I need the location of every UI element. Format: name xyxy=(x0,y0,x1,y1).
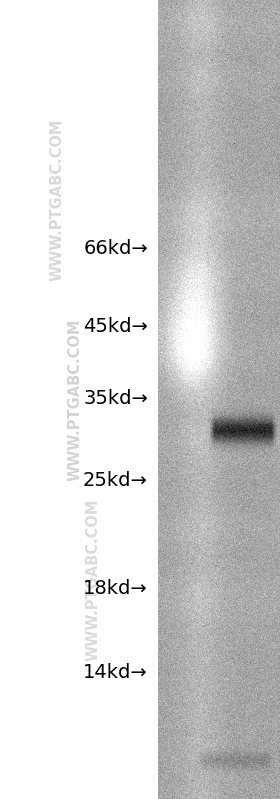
Text: WWW.PTGABC.COM: WWW.PTGABC.COM xyxy=(50,119,64,281)
Text: 14kd→: 14kd→ xyxy=(83,662,148,682)
Text: 18kd→: 18kd→ xyxy=(83,578,148,598)
Text: 25kd→: 25kd→ xyxy=(83,471,148,490)
Text: 66kd→: 66kd→ xyxy=(83,238,148,257)
Text: WWW.PTGABC.COM: WWW.PTGABC.COM xyxy=(85,499,101,662)
Bar xyxy=(0,0,158,799)
Text: 45kd→: 45kd→ xyxy=(83,316,148,336)
Text: 35kd→: 35kd→ xyxy=(83,388,148,407)
Text: WWW.PTGABC.COM: WWW.PTGABC.COM xyxy=(67,319,83,481)
